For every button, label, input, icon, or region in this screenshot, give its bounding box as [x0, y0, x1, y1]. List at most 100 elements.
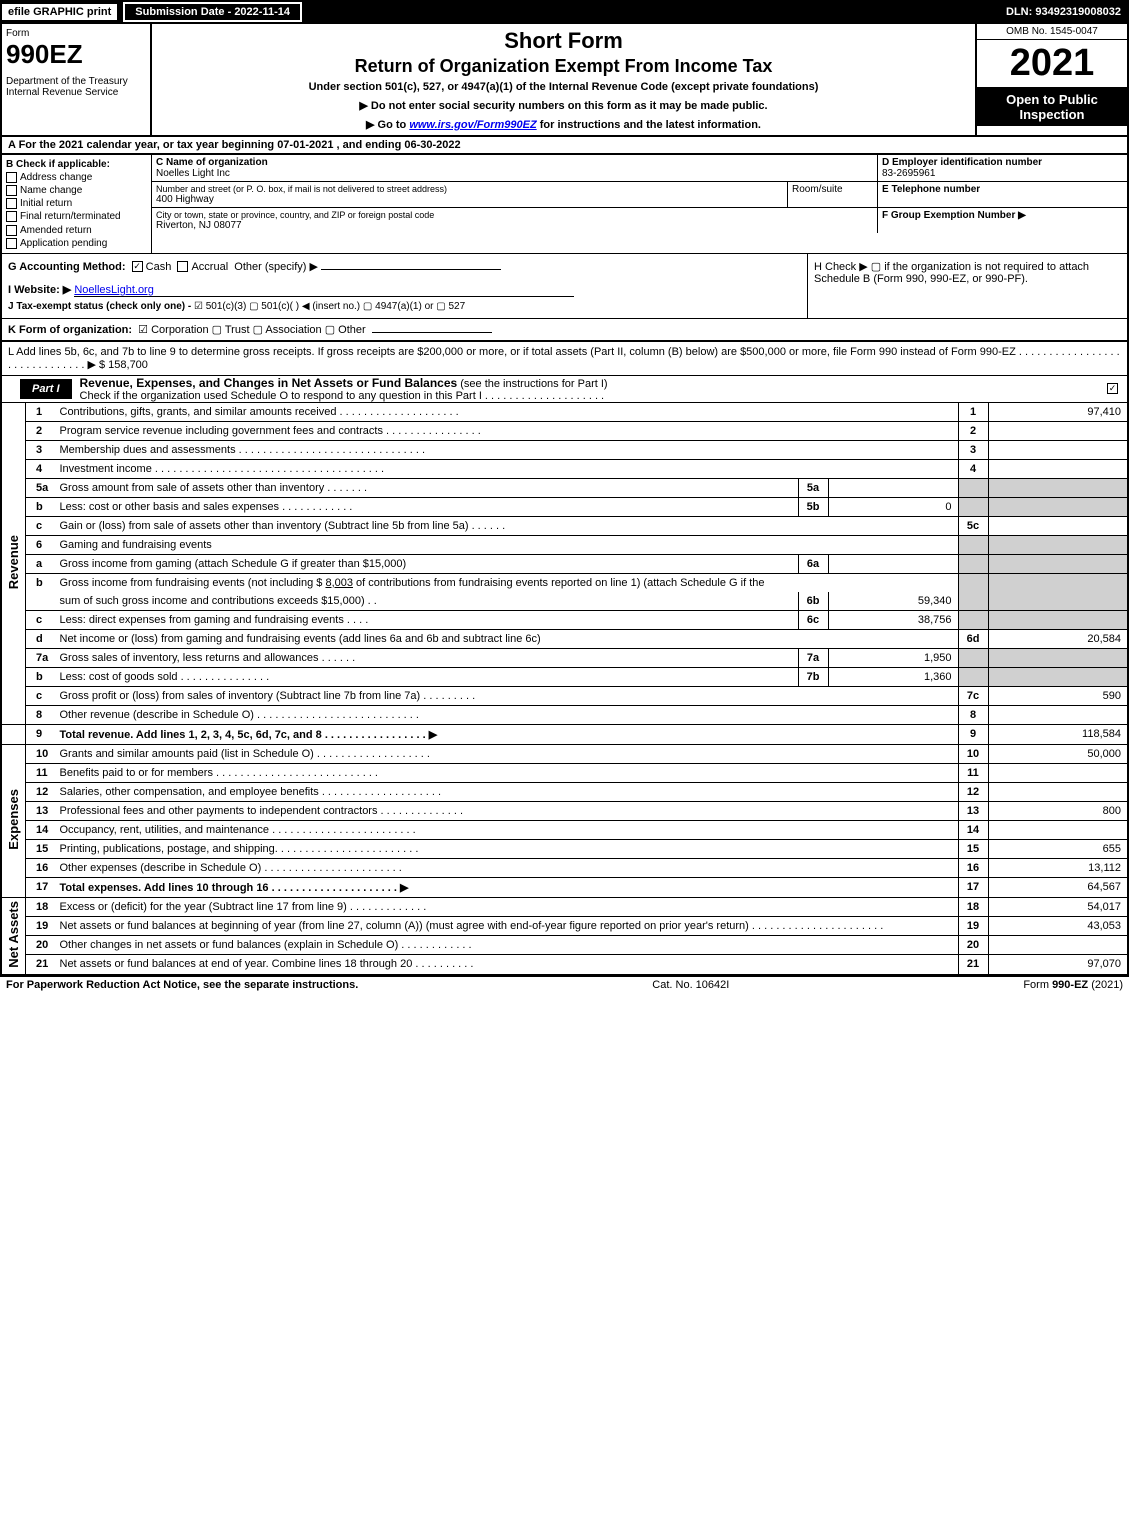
part-i-schedule-o-check[interactable]: ✓ [1107, 383, 1121, 395]
open-to-public: Open to Public Inspection [977, 88, 1127, 126]
line-7c: c Gross profit or (loss) from sales of i… [1, 686, 1128, 705]
f-group-exemption: F Group Exemption Number ▶ [877, 208, 1127, 233]
j-label: J Tax-exempt status (check only one) - [8, 301, 191, 312]
tax-year: 2021 [977, 40, 1127, 88]
c-name-block: C Name of organization Noelles Light Inc [152, 155, 877, 181]
line-3: 3 Membership dues and assessments . . . … [1, 440, 1128, 459]
check-amended-return[interactable]: Amended return [6, 225, 147, 236]
c-street-block: Number and street (or P. O. box, if mail… [152, 182, 787, 207]
check-name-change[interactable]: Name change [6, 185, 147, 196]
line-5b: b Less: cost or other basis and sales ex… [1, 497, 1128, 516]
org-name: Noelles Light Inc [156, 168, 873, 179]
instr-link: ▶ Go to www.irs.gov/Form990EZ for instru… [160, 118, 967, 131]
dln: DLN: 93492319008032 [998, 4, 1129, 20]
line-19: 19 Net assets or fund balances at beginn… [1, 917, 1128, 936]
row-k: K Form of organization: ☑ Corporation ▢ … [0, 319, 1129, 342]
footer-right: Form 990-EZ (2021) [1023, 979, 1123, 991]
line-15: 15 Printing, publications, postage, and … [1, 839, 1128, 858]
check-accrual[interactable] [177, 261, 188, 272]
header-right: OMB No. 1545-0047 2021 Open to Public In… [977, 24, 1127, 135]
line-6b-pre: b Gross income from fundraising events (… [1, 573, 1128, 592]
line-2: 2 Program service revenue including gove… [1, 421, 1128, 440]
part-i-header: Part I Revenue, Expenses, and Changes in… [0, 376, 1129, 403]
submission-date: Submission Date - 2022-11-14 [123, 2, 302, 22]
c-city-block: City or town, state or province, country… [152, 208, 877, 233]
part-i-sub: Check if the organization used Schedule … [80, 390, 605, 402]
part-i-title-block: Revenue, Expenses, and Changes in Net As… [80, 376, 608, 402]
k-options: ☑ Corporation ▢ Trust ▢ Association ▢ Ot… [138, 324, 366, 336]
header-center: Short Form Return of Organization Exempt… [152, 24, 977, 135]
col-b-check-applicable: B Check if applicable: Address change Na… [2, 155, 152, 253]
instr-ssn: ▶ Do not enter social security numbers o… [160, 99, 967, 112]
room-suite: Room/suite [787, 182, 877, 207]
part-i-table: Revenue 1 Contributions, gifts, grants, … [0, 403, 1129, 975]
line-4: 4 Investment income . . . . . . . . . . … [1, 459, 1128, 478]
title-short-form: Short Form [160, 28, 967, 54]
top-bar: efile GRAPHIC print Submission Date - 20… [0, 0, 1129, 24]
expenses-side-label: Expenses [1, 744, 26, 897]
header-left: Form 990EZ Department of the Treasury In… [2, 24, 152, 135]
line-12: 12 Salaries, other compensation, and emp… [1, 782, 1128, 801]
check-cash[interactable]: ✓ [132, 261, 143, 272]
line-1: Revenue 1 Contributions, gifts, grants, … [1, 403, 1128, 422]
line-17: 17 Total expenses. Add lines 10 through … [1, 877, 1128, 897]
line-5c: c Gain or (loss) from sale of assets oth… [1, 516, 1128, 535]
city-label: City or town, state or province, country… [156, 210, 873, 220]
line-7b: b Less: cost of goods sold . . . . . . .… [1, 667, 1128, 686]
omb-number: OMB No. 1545-0047 [977, 24, 1127, 40]
instr2-suffix: for instructions and the latest informat… [537, 119, 761, 131]
footer-left: For Paperwork Reduction Act Notice, see … [6, 979, 358, 991]
i-label: I Website: ▶ [8, 284, 71, 296]
line-20: 20 Other changes in net assets or fund b… [1, 936, 1128, 955]
l-text: L Add lines 5b, 6c, and 7b to line 9 to … [8, 346, 1120, 371]
line-6d: d Net income or (loss) from gaming and f… [1, 629, 1128, 648]
website-link[interactable]: NoellesLight.org [74, 284, 574, 297]
form-number: 990EZ [6, 39, 146, 70]
city-value: Riverton, NJ 08077 [156, 220, 873, 231]
d-ein-block: D Employer identification number 83-2695… [877, 155, 1127, 181]
irs-link[interactable]: www.irs.gov/Form990EZ [409, 119, 536, 131]
title-return: Return of Organization Exempt From Incom… [160, 56, 967, 77]
check-initial-return[interactable]: Initial return [6, 198, 147, 209]
k-label: K Form of organization: [8, 324, 132, 336]
g-label: G Accounting Method: [8, 261, 126, 273]
col-h: H Check ▶ ▢ if the organization is not r… [807, 254, 1127, 318]
instr2-prefix: ▶ Go to [366, 119, 409, 131]
line-8: 8 Other revenue (describe in Schedule O)… [1, 705, 1128, 724]
k-other-input[interactable] [372, 332, 492, 333]
e-phone-block: E Telephone number [877, 182, 1127, 207]
d-label: D Employer identification number [882, 157, 1123, 168]
line-14: 14 Occupancy, rent, utilities, and maint… [1, 820, 1128, 839]
check-final-return[interactable]: Final return/terminated [6, 211, 147, 222]
part-i-title-suffix: (see the instructions for Part I) [457, 378, 607, 390]
form-label: Form [6, 28, 146, 39]
b-label: B Check if applicable: [6, 159, 147, 170]
check-address-change[interactable]: Address change [6, 172, 147, 183]
col-cde: C Name of organization Noelles Light Inc… [152, 155, 1127, 253]
footer: For Paperwork Reduction Act Notice, see … [0, 975, 1129, 993]
h-text: H Check ▶ ▢ if the organization is not r… [814, 261, 1089, 285]
section-bcdef: B Check if applicable: Address change Na… [0, 155, 1129, 254]
row-l: L Add lines 5b, 6c, and 7b to line 9 to … [0, 342, 1129, 376]
check-application-pending[interactable]: Application pending [6, 238, 147, 249]
col-g: G Accounting Method: ✓Cash Accrual Other… [2, 254, 807, 318]
room-label: Room/suite [792, 184, 843, 195]
footer-catno: Cat. No. 10642I [358, 979, 1023, 991]
line-6c: c Less: direct expenses from gaming and … [1, 610, 1128, 629]
section-gh: G Accounting Method: ✓Cash Accrual Other… [0, 254, 1129, 319]
line-9: 9 Total revenue. Add lines 1, 2, 3, 4, 5… [1, 724, 1128, 744]
ein-value: 83-2695961 [882, 168, 1123, 179]
street-label: Number and street (or P. O. box, if mail… [156, 184, 783, 194]
line-6: 6 Gaming and fundraising events [1, 535, 1128, 554]
line-7a: 7a Gross sales of inventory, less return… [1, 648, 1128, 667]
line-5a: 5a Gross amount from sale of assets othe… [1, 478, 1128, 497]
line-18: Net Assets 18 Excess or (deficit) for th… [1, 897, 1128, 916]
netassets-side-label: Net Assets [1, 897, 26, 974]
subtitle: Under section 501(c), 527, or 4947(a)(1)… [160, 81, 967, 93]
efile-label: efile GRAPHIC print [0, 2, 119, 22]
line-6a: a Gross income from gaming (attach Sched… [1, 554, 1128, 573]
other-specify-input[interactable] [321, 269, 501, 270]
part-i-title: Revenue, Expenses, and Changes in Net As… [80, 376, 458, 390]
revenue-side-label: Revenue [1, 403, 26, 725]
row-a-calendar-year: A For the 2021 calendar year, or tax yea… [0, 137, 1129, 155]
